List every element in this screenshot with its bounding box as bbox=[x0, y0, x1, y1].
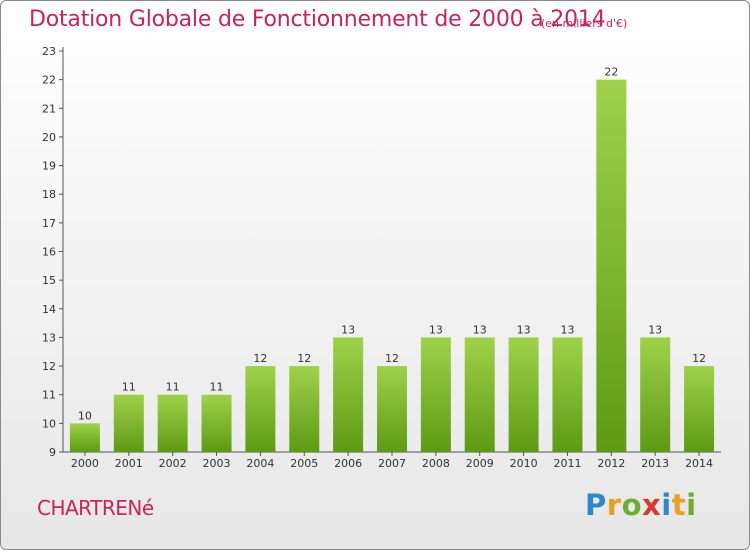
chart-title: Dotation Globale de Fonctionnement de 20… bbox=[29, 7, 606, 32]
x-tick-label: 2014 bbox=[685, 457, 713, 470]
bar bbox=[157, 394, 188, 452]
bar bbox=[420, 337, 451, 452]
bar bbox=[464, 337, 495, 452]
data-label: 11 bbox=[122, 381, 136, 394]
y-tick-label: 12 bbox=[42, 360, 56, 373]
data-label: 12 bbox=[253, 352, 267, 365]
logo-letter: i bbox=[686, 488, 697, 522]
x-tick-label: 2004 bbox=[246, 457, 274, 470]
x-tick-label: 2007 bbox=[378, 457, 406, 470]
x-tick-label: 2001 bbox=[115, 457, 143, 470]
logo-letter: r bbox=[606, 488, 622, 522]
data-label: 13 bbox=[648, 323, 662, 336]
bar bbox=[333, 337, 364, 452]
bar bbox=[377, 366, 407, 452]
data-label: 12 bbox=[297, 352, 311, 365]
x-tick-label: 2006 bbox=[334, 457, 362, 470]
x-tick-label: 2008 bbox=[422, 457, 450, 470]
logo-letter: t bbox=[671, 488, 687, 522]
y-tick-label: 19 bbox=[42, 160, 56, 173]
data-label: 13 bbox=[473, 323, 487, 336]
data-label: 22 bbox=[604, 66, 618, 79]
bar bbox=[684, 366, 715, 452]
logo-letter: x bbox=[642, 488, 662, 522]
y-tick-label: 11 bbox=[42, 389, 56, 402]
y-tick-label: 20 bbox=[42, 131, 56, 144]
bar bbox=[640, 337, 671, 452]
x-tick-label: 2003 bbox=[203, 457, 231, 470]
data-label: 13 bbox=[429, 323, 443, 336]
y-tick-label: 16 bbox=[42, 246, 56, 259]
data-label: 13 bbox=[517, 323, 531, 336]
data-label: 12 bbox=[385, 352, 399, 365]
data-label: 13 bbox=[341, 323, 355, 336]
y-tick-label: 22 bbox=[42, 74, 56, 87]
y-tick-label: 21 bbox=[42, 102, 56, 115]
proxiti-logo: Proxiti bbox=[585, 488, 697, 522]
chart-unit: (en milliers d'€) bbox=[541, 17, 628, 30]
y-tick-label: 10 bbox=[42, 417, 56, 430]
y-tick-label: 14 bbox=[42, 303, 56, 316]
data-label: 12 bbox=[692, 352, 706, 365]
data-label: 10 bbox=[78, 409, 92, 422]
x-tick-label: 2005 bbox=[290, 457, 318, 470]
y-tick-label: 17 bbox=[42, 217, 56, 230]
bar bbox=[289, 366, 320, 452]
bar bbox=[245, 366, 276, 452]
x-tick-label: 2011 bbox=[553, 457, 581, 470]
logo-letter: P bbox=[585, 488, 607, 522]
x-tick-label: 2009 bbox=[466, 457, 494, 470]
data-label: 11 bbox=[166, 381, 180, 394]
x-tick-label: 2000 bbox=[71, 457, 99, 470]
x-tick-label: 2010 bbox=[510, 457, 538, 470]
y-tick-label: 9 bbox=[49, 446, 56, 459]
bar bbox=[508, 337, 539, 452]
x-tick-label: 2013 bbox=[641, 457, 669, 470]
y-tick-label: 23 bbox=[42, 45, 56, 58]
bar bbox=[201, 394, 232, 452]
y-tick-label: 18 bbox=[42, 188, 56, 201]
y-tick-label: 13 bbox=[42, 331, 56, 344]
bar bbox=[552, 337, 583, 452]
x-tick-label: 2002 bbox=[159, 457, 187, 470]
bar bbox=[113, 394, 144, 452]
y-tick-label: 15 bbox=[42, 274, 56, 287]
data-label: 11 bbox=[210, 381, 224, 394]
data-label: 13 bbox=[560, 323, 574, 336]
bar bbox=[69, 423, 100, 452]
logo-letter: i bbox=[661, 488, 672, 522]
bar bbox=[596, 79, 627, 453]
logo-letter: o bbox=[621, 488, 643, 522]
x-tick-label: 2012 bbox=[597, 457, 625, 470]
commune-name: CHARTRENé bbox=[37, 496, 154, 520]
